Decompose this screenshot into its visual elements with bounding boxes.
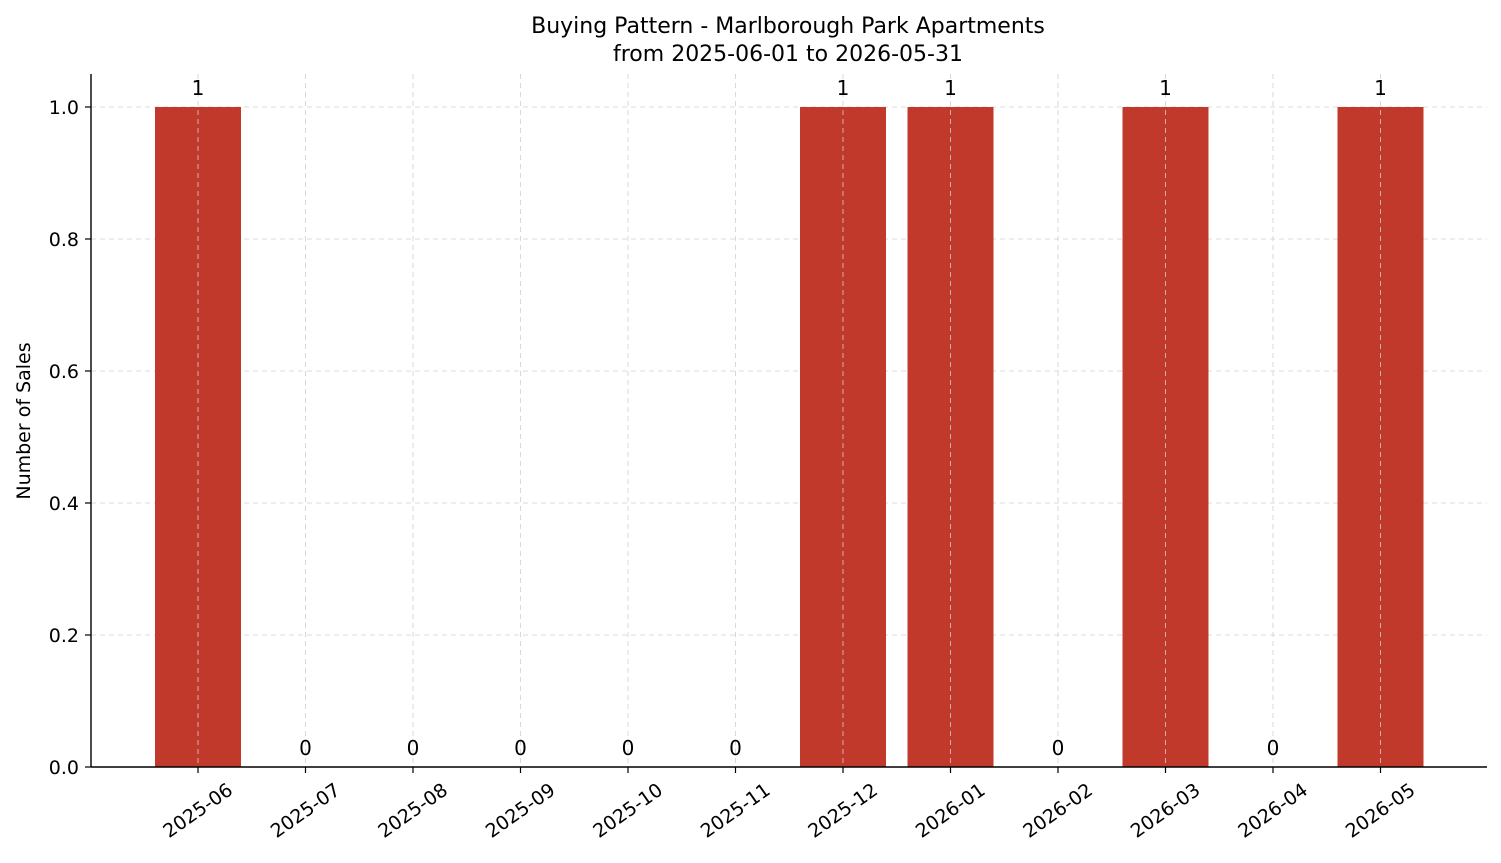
x-tick-label-2025-12: 2025-12 [804,779,882,843]
data-label-2025-06: 1 [192,76,205,100]
data-label-2025-07: 0 [299,736,312,760]
y-tick-label-4: 0.8 [49,229,79,251]
x-tick-label-2025-06: 2025-06 [159,779,237,843]
x-tick-label-2025-10: 2025-10 [589,779,667,843]
data-label-layer: 1 0 0 0 0 0 1 1 0 1 0 1 [192,76,1387,760]
data-label-2026-03: 1 [1159,76,1172,100]
x-tick-label-2026-01: 2026-01 [912,779,990,843]
data-label-2025-08: 0 [407,736,420,760]
x-tick-label-2026-03: 2026-03 [1127,779,1205,843]
chart-title: Buying Pattern - Marlborough Park Apartm… [531,14,1045,39]
chart-subtitle: from 2025-06-01 to 2026-05-31 [613,42,963,67]
grid-layer [91,106,1487,768]
y-tick-label-3: 0.6 [49,361,79,383]
x-tick-label-2025-07: 2025-07 [267,779,345,843]
y-tick-label-2: 0.4 [49,493,79,515]
data-label-2026-05: 1 [1374,76,1387,100]
y-tick-label-1: 0.2 [49,625,79,647]
x-tick-layer: 2025-06 2025-07 2025-08 2025-09 2025-10 2025-… [159,767,1419,843]
x-tick-label-2025-08: 2025-08 [374,779,452,843]
data-label-2026-02: 0 [1052,736,1065,760]
y-axis-label: Number of Sales [13,342,35,499]
x-tick-label-2026-02: 2026-02 [1019,779,1097,843]
data-label-2025-11: 0 [729,736,742,760]
x-tick-label-2026-04: 2026-04 [1234,779,1312,843]
data-label-2026-04: 0 [1267,736,1280,760]
axis-layer [90,74,1487,768]
data-label-2025-12: 1 [837,76,850,100]
data-label-2025-09: 0 [514,736,527,760]
x-tick-label-2025-11: 2025-11 [697,779,775,843]
bar-layer [155,107,1424,767]
data-label-2026-01: 1 [944,76,957,100]
x-tick-label-2026-05: 2026-05 [1342,779,1420,843]
y-tick-label-0: 0.0 [49,757,79,779]
y-tick-layer: 0.0 0.2 0.4 0.6 0.8 1.0 [49,97,91,779]
data-label-2025-10: 0 [622,736,635,760]
x-tick-label-2025-09: 2025-09 [482,779,560,843]
y-tick-label-5: 1.0 [49,97,79,119]
